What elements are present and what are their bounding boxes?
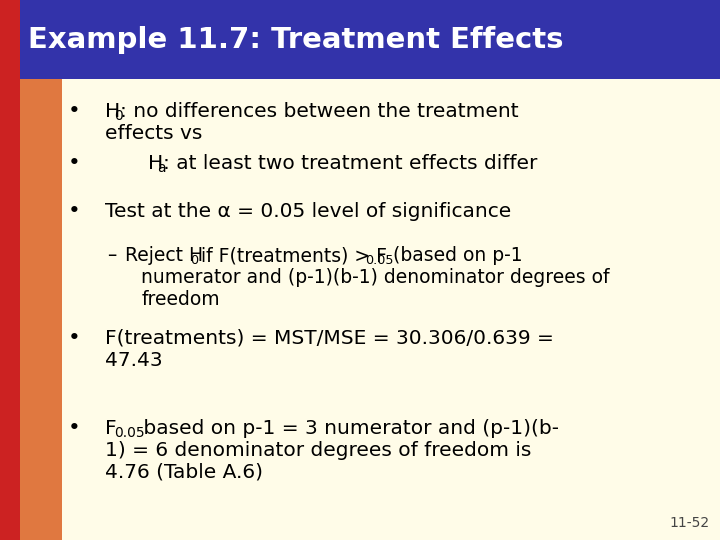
Text: •: • [68, 201, 81, 221]
Text: Test at the α = 0.05 level of significance: Test at the α = 0.05 level of significan… [105, 202, 511, 221]
Bar [0, 0, 720, 79]
Text: (based on p-1: (based on p-1 [387, 246, 523, 265]
Text: 0.05: 0.05 [114, 426, 144, 440]
Text: 0.05: 0.05 [366, 254, 394, 267]
Text: a: a [157, 161, 166, 175]
Text: F: F [105, 419, 117, 438]
Text: 0: 0 [190, 254, 198, 267]
Bar [0, 0, 20, 79]
Text: •: • [68, 418, 81, 438]
Text: •: • [68, 153, 81, 173]
Bar [0, 79, 20, 540]
Text: 11-52: 11-52 [670, 516, 710, 530]
Text: 4.76 (Table A.6): 4.76 (Table A.6) [105, 463, 263, 482]
Text: numerator and (p-1)(b-1) denominator degrees of: numerator and (p-1)(b-1) denominator deg… [141, 268, 610, 287]
Text: Example 11.7: Treatment Effects: Example 11.7: Treatment Effects [28, 25, 564, 53]
Text: effects vs: effects vs [105, 124, 202, 143]
Text: based on p-1 = 3 numerator and (p-1)(b-: based on p-1 = 3 numerator and (p-1)(b- [138, 419, 559, 438]
Text: freedom: freedom [141, 290, 220, 309]
Text: 47.43: 47.43 [105, 351, 163, 370]
Bar [20, 79, 62, 540]
Text: if F(treatments) > F: if F(treatments) > F [195, 246, 387, 265]
Text: •: • [68, 101, 81, 121]
Text: F(treatments) = MST/MSE = 30.306/0.639 =: F(treatments) = MST/MSE = 30.306/0.639 = [105, 329, 554, 348]
Text: H: H [105, 102, 120, 121]
Text: Reject H: Reject H [125, 246, 203, 265]
Text: : at least two treatment effects differ: : at least two treatment effects differ [163, 154, 538, 173]
Text: –: – [107, 246, 116, 265]
Text: •: • [68, 328, 81, 348]
Text: 0: 0 [114, 109, 122, 123]
Text: H: H [148, 154, 163, 173]
Text: : no differences between the treatment: : no differences between the treatment [120, 102, 518, 121]
Text: 1) = 6 denominator degrees of freedom is: 1) = 6 denominator degrees of freedom is [105, 441, 531, 460]
